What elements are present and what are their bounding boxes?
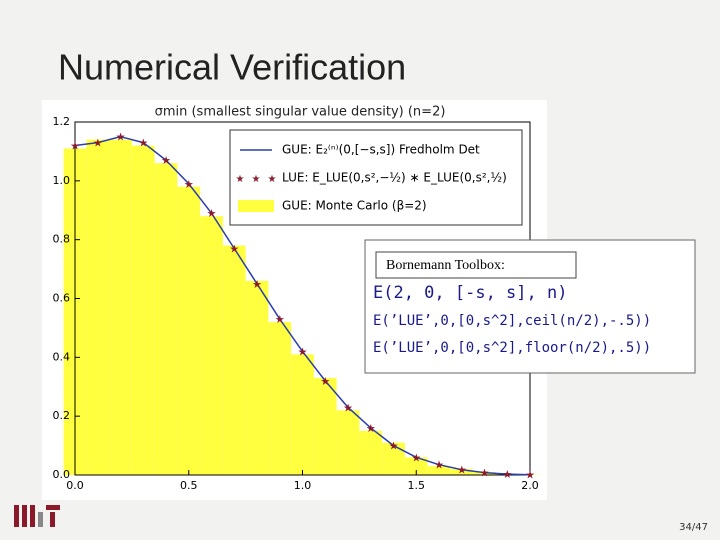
star-marker: ★ bbox=[525, 469, 535, 482]
toolbox-code: E(’LUE’,0,[0,s^2],ceil(n/2),-.5)) bbox=[373, 313, 651, 329]
legend-label: GUE: Monte Carlo (β=2) bbox=[282, 199, 427, 213]
star-marker: ★ bbox=[138, 137, 148, 150]
star-marker: ★ bbox=[480, 467, 490, 480]
star-marker: ★ bbox=[457, 464, 467, 477]
bar bbox=[359, 431, 382, 475]
bar bbox=[109, 140, 132, 475]
bar bbox=[155, 163, 178, 475]
bar bbox=[246, 281, 269, 475]
star-marker: ★ bbox=[275, 313, 285, 326]
star-marker: ★ bbox=[184, 178, 194, 191]
y-tick-label: 0.4 bbox=[53, 350, 71, 363]
star-marker: ★ bbox=[502, 468, 512, 481]
logo-bar bbox=[14, 505, 19, 527]
y-tick-label: 0.6 bbox=[53, 292, 71, 305]
star-marker: ★ bbox=[252, 278, 262, 291]
star-marker: ★ bbox=[343, 401, 353, 414]
legend-label: LUE: E_LUE(0,s²,−½) ∗ E_LUE(0,s²,½) bbox=[282, 171, 507, 185]
star-marker: ★ bbox=[116, 131, 126, 144]
logo-bar bbox=[30, 505, 35, 527]
star-marker: ★ bbox=[229, 242, 239, 255]
bar bbox=[86, 140, 109, 475]
bar bbox=[177, 187, 200, 475]
star-marker: ★ bbox=[93, 137, 103, 150]
bar bbox=[314, 378, 337, 475]
x-tick-label: 0.0 bbox=[66, 479, 84, 492]
bar bbox=[337, 410, 360, 475]
legend-swatch: ★ bbox=[252, 174, 261, 185]
star-marker: ★ bbox=[161, 154, 171, 167]
bar bbox=[223, 246, 246, 475]
legend-swatch: ★ bbox=[236, 174, 245, 185]
chart-title: σmin (smallest singular value density) (… bbox=[155, 105, 446, 120]
x-tick-label: 1.0 bbox=[294, 479, 312, 492]
page-number: 34/47 bbox=[679, 522, 708, 533]
legend-swatch: ★ bbox=[268, 174, 277, 185]
x-tick-label: 0.5 bbox=[180, 479, 198, 492]
star-marker: ★ bbox=[411, 451, 421, 464]
bar bbox=[200, 216, 223, 475]
logo-bar bbox=[46, 505, 60, 510]
star-marker: ★ bbox=[434, 459, 444, 472]
star-marker: ★ bbox=[320, 375, 330, 388]
star-marker: ★ bbox=[70, 140, 80, 153]
legend-label: GUE: E₂⁽ⁿ⁾(0,[−s,s]) Fredholm Det bbox=[282, 143, 480, 157]
star-marker: ★ bbox=[298, 345, 308, 358]
logo-bar bbox=[38, 512, 43, 527]
y-tick-label: 1.0 bbox=[53, 174, 71, 187]
bar bbox=[268, 322, 291, 475]
y-tick-label: 0.2 bbox=[53, 409, 71, 422]
toolbox: Bornemann Toolbox: E(2, 0, [-s, s], n) E… bbox=[365, 240, 695, 373]
bar bbox=[132, 146, 155, 475]
legend: GUE: E₂⁽ⁿ⁾(0,[−s,s]) Fredholm Det ★ ★ ★ LUE:… bbox=[230, 130, 522, 225]
star-marker: ★ bbox=[366, 422, 376, 435]
y-tick-label: 1.2 bbox=[53, 115, 71, 128]
star-marker: ★ bbox=[389, 440, 399, 453]
toolbox-code: E(2, 0, [-s, s], n) bbox=[373, 283, 567, 303]
toolbox-code: E(’LUE’,0,[0,s^2],floor(n/2),.5)) bbox=[373, 340, 651, 356]
slide-title: Numerical Verification bbox=[58, 47, 406, 88]
bar bbox=[291, 354, 314, 475]
logo-bar bbox=[50, 512, 55, 527]
x-tick-label: 1.5 bbox=[408, 479, 426, 492]
star-marker: ★ bbox=[207, 207, 217, 220]
logo-bar bbox=[22, 505, 27, 527]
y-tick-label: 0.8 bbox=[53, 233, 71, 246]
toolbox-title: Bornemann Toolbox: bbox=[386, 258, 505, 273]
legend-swatch bbox=[238, 200, 274, 212]
